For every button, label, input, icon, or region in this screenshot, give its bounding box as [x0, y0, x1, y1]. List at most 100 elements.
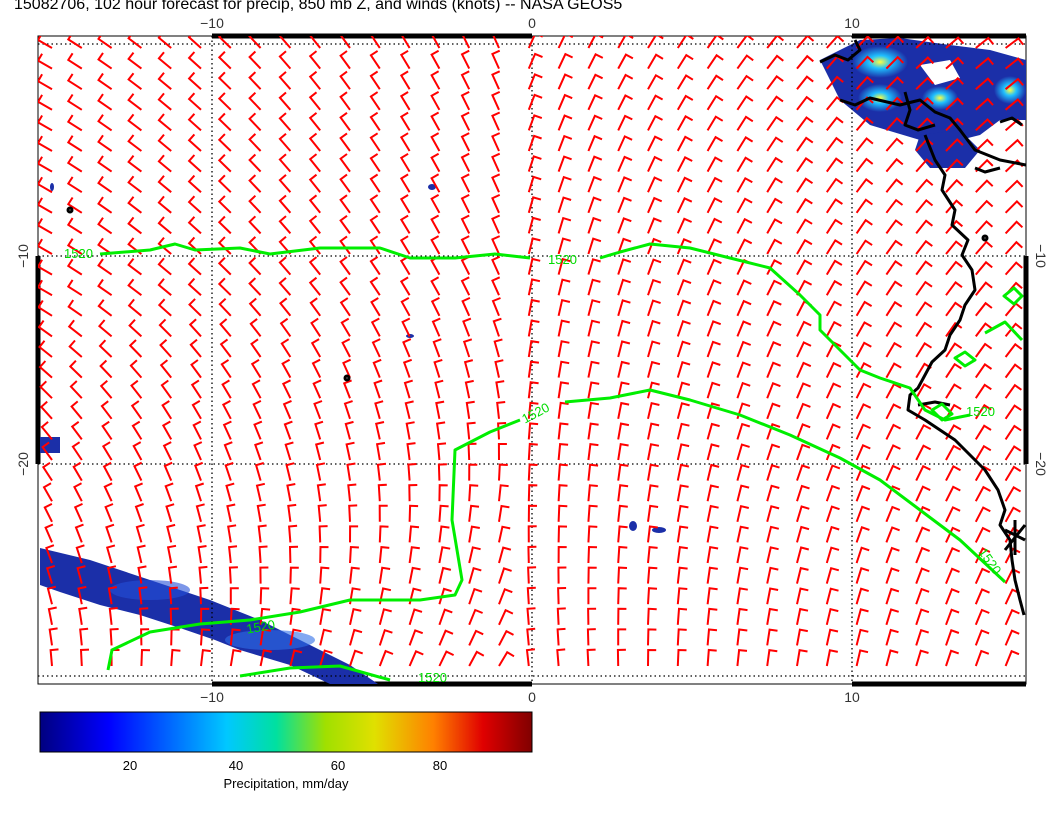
- wind-barb: [498, 588, 513, 605]
- wind-barb: [339, 91, 351, 111]
- wind-barb: [527, 52, 543, 69]
- wind-barb: [460, 132, 471, 152]
- wind-barb: [157, 72, 172, 90]
- wind-barb: [825, 423, 841, 440]
- wind-barb: [796, 75, 814, 90]
- wind-barb: [405, 421, 415, 440]
- wind-barb: [825, 300, 842, 317]
- wind-barb: [97, 299, 113, 317]
- contour-label: 1520: [966, 404, 995, 419]
- wind-barb: [97, 175, 113, 194]
- wind-barb: [736, 381, 751, 399]
- wind-barb: [736, 628, 748, 646]
- wind-barb: [128, 339, 143, 358]
- wind-barb: [157, 278, 172, 296]
- wind-barb: [248, 174, 262, 193]
- wind-barb: [399, 91, 411, 111]
- wind-barb: [72, 461, 83, 482]
- wind-barb: [369, 70, 381, 90]
- wind-barb: [1004, 486, 1022, 502]
- wind-barb: [66, 36, 83, 49]
- wind-barb: [915, 505, 931, 523]
- wind-barb: [220, 359, 232, 379]
- wind-barb: [796, 649, 808, 667]
- wind-barb: [168, 586, 178, 605]
- wind-barb: [766, 648, 778, 667]
- wind-barb: [855, 649, 869, 667]
- wind-barb: [766, 259, 783, 276]
- wind-barb: [885, 76, 904, 90]
- wind-barb: [945, 465, 961, 482]
- wind-barb: [399, 276, 411, 296]
- wind-barb: [647, 340, 661, 358]
- wind-barb: [647, 381, 660, 399]
- colorbar-tick: 20: [122, 758, 138, 773]
- wind-barb: [796, 341, 812, 358]
- wind-barb: [104, 503, 114, 523]
- wind-barb: [430, 297, 441, 317]
- wind-barb: [587, 196, 602, 214]
- wind-barb: [974, 588, 990, 605]
- wind-barb: [314, 441, 325, 461]
- wind-barb: [99, 359, 113, 379]
- wind-barb: [975, 36, 995, 49]
- wind-barb: [885, 300, 903, 317]
- wind-barb: [647, 463, 659, 481]
- wind-barb: [187, 195, 202, 214]
- wind-barb: [855, 300, 873, 317]
- wind-barb: [945, 97, 964, 111]
- wind-barb: [66, 217, 83, 235]
- wind-barb: [378, 649, 394, 667]
- wind-barb: [127, 113, 143, 132]
- wind-barb: [408, 566, 421, 584]
- wind-barb: [676, 525, 689, 543]
- wind-barb: [347, 483, 357, 502]
- wind-barb: [945, 649, 960, 667]
- wind-barb: [736, 587, 748, 605]
- wind-barb: [706, 628, 718, 646]
- wind-barb: [317, 504, 327, 522]
- wind-barb: [1004, 629, 1020, 646]
- wind-barb: [70, 420, 83, 440]
- wind-barb: [369, 50, 381, 70]
- wind-barb: [97, 72, 113, 91]
- wind-barb: [339, 111, 351, 131]
- wind-barb: [375, 421, 385, 440]
- wind-barb: [169, 607, 179, 625]
- wind-barb: [164, 482, 174, 502]
- wind-barb: [97, 278, 113, 297]
- wind-barb: [278, 91, 292, 111]
- wind-barb: [259, 566, 269, 584]
- wind-barb: [975, 179, 994, 193]
- wind-barb: [736, 443, 750, 461]
- wind-barb: [127, 154, 143, 173]
- wind-barb: [766, 238, 783, 255]
- wind-barb: [430, 132, 441, 152]
- wind-barb: [136, 544, 146, 564]
- wind-barb: [250, 358, 262, 379]
- contour-label: 1520: [64, 246, 93, 261]
- wind-barb: [1004, 465, 1022, 482]
- wind-barb: [706, 53, 724, 70]
- wind-barb: [587, 340, 600, 358]
- wind-barb: [348, 504, 358, 522]
- wind-barb: [401, 317, 411, 337]
- wind-barb: [346, 462, 356, 481]
- wind-barb: [491, 152, 501, 173]
- wind-barb: [676, 381, 691, 399]
- wind-barb: [402, 358, 413, 378]
- wind-barb: [157, 113, 172, 132]
- wind-barb: [73, 502, 83, 523]
- wind-barb: [557, 155, 572, 172]
- wind-barb: [498, 608, 514, 626]
- wind-barb: [127, 72, 143, 90]
- wind-barb: [408, 484, 418, 502]
- wind-barb: [199, 586, 209, 605]
- wind-barb: [796, 546, 810, 564]
- wind-barb: [915, 464, 931, 482]
- wind-barb: [617, 319, 631, 337]
- wind-barb: [617, 566, 628, 584]
- wind-barb: [468, 484, 479, 502]
- wind-barb: [127, 134, 143, 152]
- wind-barb: [401, 36, 411, 49]
